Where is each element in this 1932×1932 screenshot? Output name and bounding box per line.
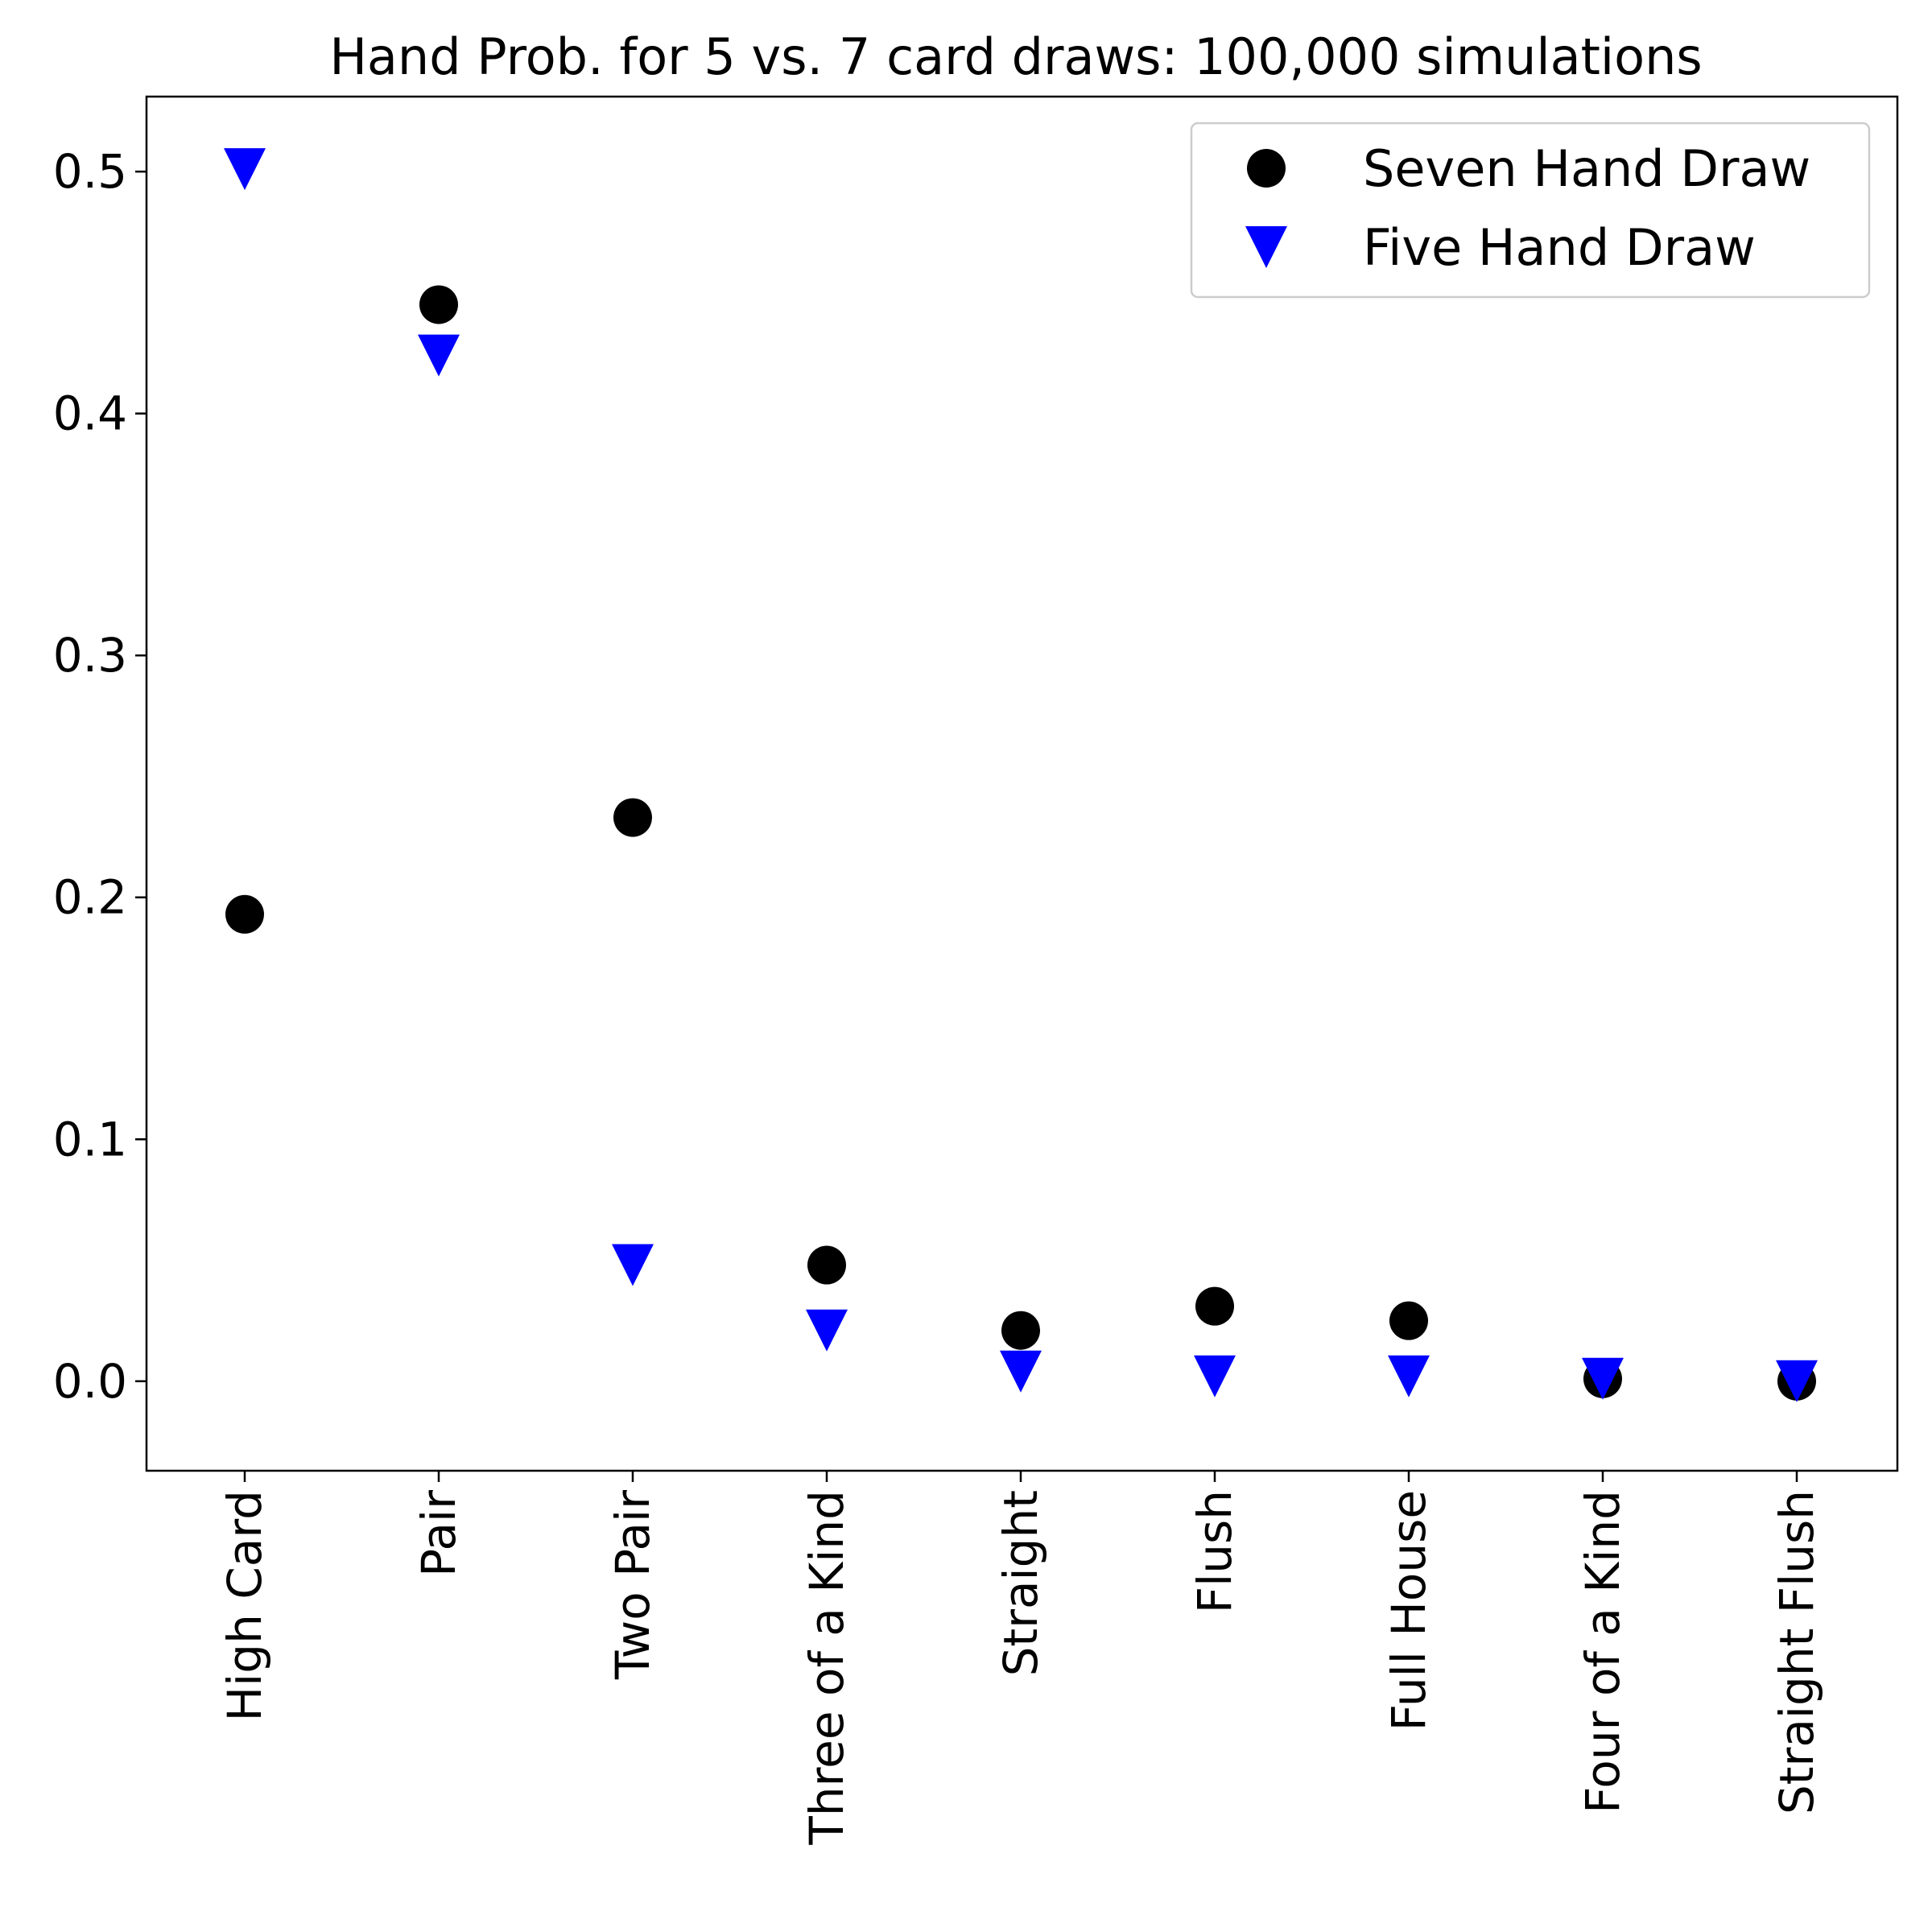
legend-frame (1190, 122, 1871, 299)
legend-marker (1245, 226, 1287, 268)
legend-label: Five Hand Draw (1363, 218, 1756, 277)
five-hand-point (1582, 1357, 1624, 1400)
seven-hand-point (225, 894, 264, 934)
x-tick-label: Straight (993, 1490, 1048, 1676)
y-axis: 0.0 0.1 0.2 0.3 0.4 0.5 (53, 144, 147, 1409)
x-tick-label: Two Pair (605, 1490, 660, 1680)
x-tick-label: Three of a Kind (799, 1490, 854, 1846)
series-layer (224, 148, 1818, 1402)
five-hand-point (806, 1309, 848, 1352)
series-0 (225, 285, 1816, 1401)
five-hand-point (1388, 1355, 1430, 1397)
x-tick-label: Straight Flush (1769, 1490, 1824, 1814)
x-tick-label: High Card (217, 1490, 272, 1721)
x-tick-label: Flush (1187, 1490, 1242, 1613)
five-hand-point (1194, 1355, 1236, 1397)
seven-hand-point (1001, 1311, 1040, 1350)
seven-hand-point (1195, 1286, 1234, 1326)
five-hand-point (612, 1244, 654, 1286)
five-hand-point (224, 148, 266, 191)
x-tick-label: Pair (411, 1490, 466, 1577)
x-tick-label: Four of a Kind (1575, 1490, 1630, 1814)
seven-hand-point (613, 798, 652, 837)
seven-hand-point (419, 285, 458, 324)
y-tick-label: 0.1 (53, 1112, 127, 1166)
plot-area-frame (145, 95, 1899, 1472)
x-axis: High Card Pair Two Pair Three of a Kind Stra… (217, 1471, 1824, 1846)
legend-marker (1247, 149, 1286, 188)
series-1 (224, 148, 1818, 1402)
chart-title: Hand Prob. for 5 vs. 7 card draws: 100,0… (329, 27, 1702, 86)
y-tick-label: 0.3 (53, 628, 127, 683)
seven-hand-point (807, 1245, 846, 1285)
seven-hand-point (1389, 1301, 1428, 1340)
five-hand-point (418, 334, 460, 377)
legend: Seven Hand Draw Five Hand Draw (1190, 122, 1871, 299)
y-tick-label: 0.5 (53, 144, 127, 199)
y-tick-label: 0.2 (53, 870, 127, 925)
five-hand-point (1000, 1350, 1042, 1393)
y-tick-label: 0.0 (53, 1354, 127, 1409)
x-tick-label: Full House (1381, 1490, 1436, 1731)
y-tick-label: 0.4 (53, 386, 127, 441)
five-hand-point (1776, 1360, 1818, 1402)
legend-label: Seven Hand Draw (1363, 139, 1810, 198)
